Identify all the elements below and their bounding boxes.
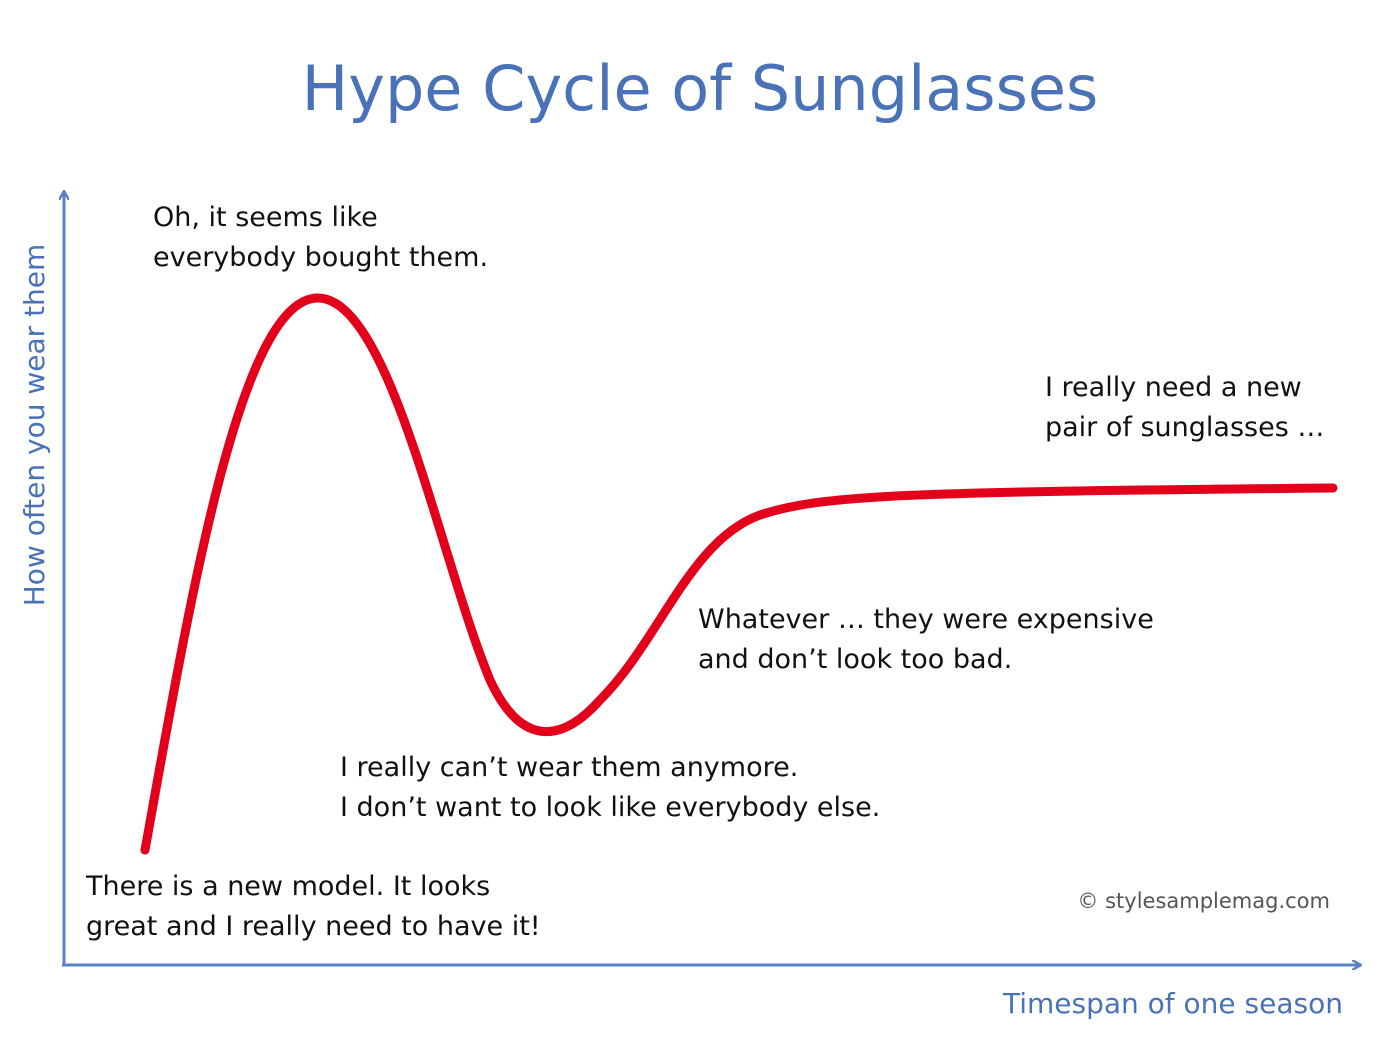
annotation-line: everybody bought them. — [153, 242, 488, 273]
x-axis-label: Timespan of one season — [1002, 987, 1343, 1020]
annotation-line: and don’t look too bad. — [698, 644, 1012, 675]
annotation-line: Whatever … they were expensive — [698, 604, 1154, 635]
y-axis-label: How often you wear them — [18, 244, 51, 607]
credit: © stylesamplemag.com — [1077, 889, 1330, 913]
annotation-line: great and I really need to have it! — [86, 911, 541, 942]
annotation-line: I don’t want to look like everybody else… — [340, 792, 880, 823]
hype-curve — [140, 293, 1338, 855]
annotation-line: pair of sunglasses … — [1045, 412, 1324, 443]
annotations: Oh, it seems like everybody bought them. I… — [85, 202, 1324, 942]
title: Hype Cycle of Sunglasses — [302, 52, 1099, 125]
annotation-line: There is a new model. It looks — [85, 871, 490, 902]
annotation-line: Oh, it seems like — [153, 202, 378, 233]
annotation-line: I really need a new — [1045, 372, 1302, 403]
annotation-line: I really can’t wear them anymore. — [340, 752, 798, 783]
